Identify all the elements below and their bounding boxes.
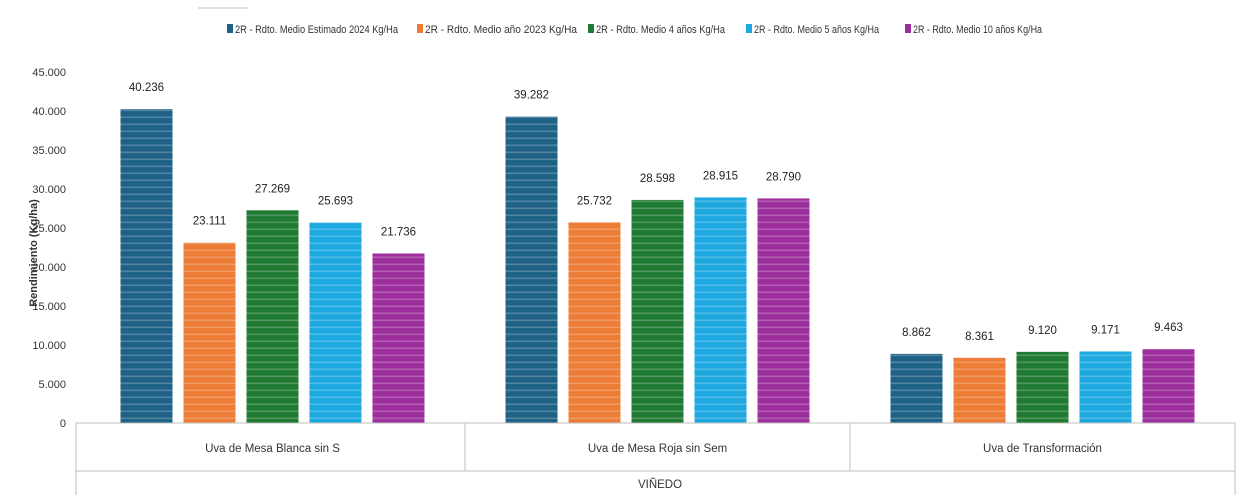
x-tick-label: Uva de Mesa Blanca sin S — [205, 443, 340, 455]
legend-item: 2R - Rdto. Medio 10 años Kg/Ha — [905, 24, 1043, 36]
bar — [1142, 349, 1195, 423]
y-tick-label: 15.000 — [32, 301, 66, 313]
legend-label: 2R - Rdto. Medio Estimado 2024 Kg/Ha — [235, 24, 399, 36]
legend-swatch — [588, 24, 594, 33]
legend-label: 2R - Rdto. Medio 10 años Kg/Ha — [913, 24, 1043, 36]
y-tick-label: 30.000 — [32, 184, 66, 196]
bar — [120, 109, 173, 423]
y-axis: 0 5.000 10.000 15.000 20.000 25.000 30.000 35.0… — [32, 67, 66, 430]
data-label: 28.598 — [640, 173, 675, 185]
data-label: 21.736 — [381, 226, 416, 238]
bar — [890, 353, 943, 423]
legend-label: 2R - Rdto. Medio 5 años Kg/Ha — [754, 24, 880, 36]
bar — [183, 242, 236, 423]
data-label: 8.361 — [965, 331, 994, 343]
x-axis: Uva de Mesa Blanca sin S Uva de Mesa Roja… — [75, 422, 1236, 495]
y-tick-label: 35.000 — [32, 145, 66, 157]
plot-area: 40.236 23.111 27.269 25.693 21.736 39.282 25.7… — [120, 82, 1195, 423]
y-tick-label: 10.000 — [32, 340, 66, 352]
legend-swatch — [227, 24, 233, 33]
legend-item: 2R - Rdto. Medio 4 años Kg/Ha — [588, 24, 726, 36]
x-tick-label: Uva de Transformación — [983, 443, 1102, 455]
bar — [246, 210, 299, 423]
data-label: 25.732 — [577, 195, 612, 207]
data-label: 25.693 — [318, 196, 353, 208]
bar — [757, 198, 810, 423]
data-label: 40.236 — [129, 82, 164, 94]
y-tick-label: 20.000 — [32, 262, 66, 274]
bar — [372, 253, 425, 423]
x-tick-label: Uva de Mesa Roja sin Sem — [588, 443, 727, 455]
y-tick-label: 40.000 — [32, 106, 66, 118]
data-label: 8.862 — [902, 327, 931, 339]
legend-swatch — [746, 24, 752, 33]
y-tick-label: 5.000 — [38, 379, 66, 391]
bar — [694, 197, 747, 423]
y-tick-label: 45.000 — [32, 67, 66, 79]
legend-swatch — [417, 24, 423, 33]
bar — [568, 222, 621, 423]
data-label: 9.171 — [1091, 324, 1120, 336]
legend-item: 2R - Rdto. Medio Estimado 2024 Kg/Ha — [227, 24, 399, 36]
legend-label: 2R - Rdto. Medio 4 años Kg/Ha — [596, 24, 726, 36]
data-label: 39.282 — [514, 90, 549, 102]
bar — [631, 199, 684, 423]
bar — [309, 222, 362, 423]
y-tick-label: 0 — [60, 418, 66, 430]
data-label: 27.269 — [255, 183, 290, 195]
data-label: 9.120 — [1028, 325, 1057, 337]
legend-swatch — [905, 24, 911, 33]
legend: 2R - Rdto. Medio Estimado 2024 Kg/Ha 2R -… — [227, 24, 1043, 36]
y-axis-title: Rendimiento (Kg/ha) — [28, 199, 40, 307]
data-label: 9.463 — [1154, 322, 1183, 334]
legend-label: 2R - Rdto. Medio año 2023 Kg/Ha — [425, 24, 578, 36]
bar — [953, 357, 1006, 423]
bar — [505, 116, 558, 423]
data-label: 23.111 — [193, 216, 226, 228]
bar — [1016, 351, 1069, 423]
legend-item: 2R - Rdto. Medio 5 años Kg/Ha — [746, 24, 880, 36]
bar — [1079, 351, 1132, 423]
data-label: 28.915 — [703, 170, 738, 182]
y-tick-label: 25.000 — [32, 223, 66, 235]
legend-item: 2R - Rdto. Medio año 2023 Kg/Ha — [417, 24, 578, 36]
data-label: 28.790 — [766, 171, 801, 183]
x-axis-title: VIÑEDO — [638, 478, 682, 491]
